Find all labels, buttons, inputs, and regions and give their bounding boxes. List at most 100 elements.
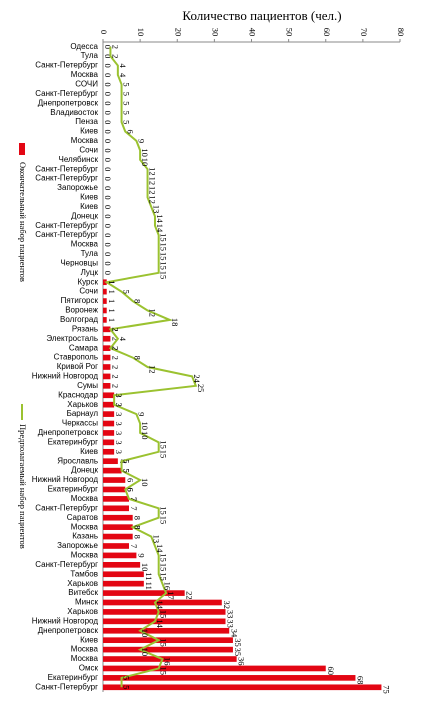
bar-value-label: 3 bbox=[114, 440, 124, 444]
line-value-label: 12 bbox=[148, 177, 158, 186]
bar-value-label: 1 bbox=[107, 318, 117, 322]
bar bbox=[103, 392, 115, 399]
bar-value-label: 33 bbox=[226, 610, 236, 619]
line-value-label: 2 bbox=[110, 346, 120, 350]
line-value-label: 4 bbox=[118, 73, 128, 78]
bar bbox=[103, 580, 144, 587]
line-value-label: 15 bbox=[159, 243, 169, 252]
line-value-label: 15 bbox=[159, 271, 169, 280]
y-tick-label: Харьков bbox=[67, 607, 98, 616]
bar-value-label: 3 bbox=[114, 431, 124, 435]
y-tick-label: Сумы bbox=[77, 381, 98, 390]
line-value-label: 5 bbox=[122, 685, 132, 689]
line-value-label: 10 bbox=[140, 648, 150, 657]
bar bbox=[103, 524, 133, 530]
line-value-label: 16 bbox=[162, 582, 172, 591]
bar-value-label: 6 bbox=[125, 487, 135, 491]
bar-value-label: 3 bbox=[114, 412, 124, 416]
line-value-label: 2 bbox=[110, 45, 120, 49]
bar-value-label: 8 bbox=[133, 525, 143, 529]
y-tick-label: Курск bbox=[77, 277, 98, 286]
y-tick-label: Самара bbox=[69, 343, 99, 352]
bar-value-label: 0 bbox=[103, 73, 113, 77]
y-tick-label: Луцк bbox=[81, 268, 99, 277]
y-tick-label: Нижний Новгород bbox=[32, 372, 99, 381]
bar-value-label: 2 bbox=[110, 337, 120, 341]
y-tick-label: Пенза bbox=[75, 117, 98, 126]
y-tick-label: Санкт-Петербург bbox=[35, 61, 98, 70]
bar bbox=[103, 354, 111, 361]
y-tick-label: Харьков bbox=[67, 579, 98, 588]
line-value-label: 9 bbox=[136, 412, 146, 416]
line-value-label: 17 bbox=[166, 591, 176, 600]
line-value-label: 12 bbox=[148, 186, 158, 195]
y-tick-label: Саратов bbox=[67, 513, 98, 522]
line-value-label: 5 bbox=[122, 82, 132, 86]
y-tick-label: Екатеринбург bbox=[48, 485, 98, 494]
y-tick-label: Москва bbox=[71, 551, 99, 560]
y-tick-label: Санкт-Петербург bbox=[35, 560, 98, 569]
bar-value-label: 0 bbox=[103, 129, 113, 133]
bar-value-label: 1 bbox=[107, 290, 117, 294]
line-value-label: 15 bbox=[159, 440, 169, 449]
bar bbox=[103, 646, 233, 653]
line-value-label: 7 bbox=[129, 497, 139, 501]
y-tick-label: Сочи bbox=[79, 145, 98, 154]
bar bbox=[103, 543, 129, 549]
bar-value-label: 68 bbox=[355, 676, 365, 685]
bar bbox=[103, 288, 107, 295]
bar bbox=[103, 656, 237, 662]
bar-value-label: 7 bbox=[129, 497, 139, 501]
line-value-label: 8 bbox=[133, 356, 143, 360]
line-value-label: 15 bbox=[159, 506, 169, 514]
y-tick-label: Краснодар bbox=[58, 390, 98, 399]
bar-value-label: 2 bbox=[110, 356, 120, 360]
line-value-label: 15 bbox=[159, 553, 169, 562]
bar bbox=[103, 317, 107, 323]
line-value-label: 12 bbox=[148, 365, 158, 374]
line-value-label: 15 bbox=[159, 638, 169, 647]
y-tick-label: Витебск bbox=[68, 588, 98, 597]
y-tick-label: Москва bbox=[71, 645, 99, 654]
line-value-label: 6 bbox=[125, 487, 135, 491]
bar-value-label: 3 bbox=[114, 450, 124, 454]
bar-value-label: 7 bbox=[129, 506, 139, 510]
bar-value-label: 2 bbox=[110, 374, 120, 378]
bar-value-label: 2 bbox=[110, 384, 120, 388]
bar bbox=[103, 307, 107, 314]
bar bbox=[103, 533, 133, 540]
line-value-label: 18 bbox=[170, 318, 180, 327]
y-tick-label: Москва bbox=[71, 494, 99, 503]
bar bbox=[103, 401, 115, 408]
bar-value-label: 3 bbox=[114, 422, 124, 426]
line-value-label: 24 bbox=[192, 374, 202, 383]
bar-value-label: 0 bbox=[103, 167, 113, 171]
line-value-label: 13 bbox=[151, 535, 161, 544]
y-tick-label: Запорожье bbox=[57, 183, 98, 192]
y-tick-label: Электросталь bbox=[46, 334, 98, 343]
y-tick-label: Санкт-Петербург bbox=[35, 221, 98, 230]
bar bbox=[103, 335, 111, 342]
y-tick-label: Барнаул bbox=[67, 409, 99, 418]
line-value-label: 14 bbox=[155, 214, 165, 223]
line-value-label: 25 bbox=[196, 384, 206, 393]
bar-value-label: 0 bbox=[103, 139, 113, 143]
x-tick-label: 40 bbox=[248, 28, 258, 37]
y-tick-label: Санкт-Петербург bbox=[35, 682, 98, 691]
line-value-label: 15 bbox=[159, 450, 169, 459]
y-tick-label: Одесса bbox=[70, 42, 98, 51]
y-tick-label: Тула bbox=[81, 51, 99, 60]
bar bbox=[103, 448, 115, 455]
y-tick-label: Донецк bbox=[71, 211, 98, 220]
bar bbox=[103, 420, 115, 427]
line-value-label: 8 bbox=[133, 525, 143, 529]
bar-value-label: 2 bbox=[110, 365, 120, 369]
y-tick-label: Санкт-Петербург bbox=[35, 230, 98, 239]
bar-value-label: 22 bbox=[185, 591, 195, 600]
bar bbox=[103, 430, 115, 436]
line-value-label: 5 bbox=[122, 120, 132, 124]
line-value-label: 12 bbox=[148, 167, 158, 176]
line-value-label: 3 bbox=[114, 393, 124, 397]
bar bbox=[103, 411, 115, 417]
